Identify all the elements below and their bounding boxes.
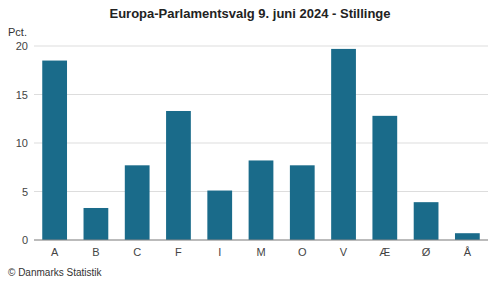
bar	[249, 160, 274, 240]
bar	[125, 165, 150, 240]
grid-line	[34, 94, 488, 95]
x-tick-label: F	[175, 246, 182, 258]
footer: © Danmarks Statistik	[8, 267, 103, 278]
grid-line	[34, 46, 488, 47]
y-tick-label: 20	[16, 40, 28, 52]
x-tick-label: C	[133, 246, 141, 258]
x-tick-label: Æ	[379, 246, 390, 258]
bar	[207, 191, 232, 240]
grid-line	[34, 240, 488, 241]
bar	[455, 233, 480, 240]
y-tick-label: 15	[16, 89, 28, 101]
x-tick-label: A	[51, 246, 59, 258]
bars	[42, 49, 479, 240]
grid	[34, 46, 488, 240]
y-tick-label: 10	[16, 137, 28, 149]
x-tick-label: M	[256, 246, 265, 258]
bar	[331, 49, 356, 240]
y-tick-label: 5	[22, 186, 28, 198]
bar	[166, 111, 191, 240]
chart-container: Europa-Parlamentsvalg 9. juni 2024 - Sti…	[0, 0, 500, 282]
bar	[84, 208, 109, 240]
y-axis-label: Pct.	[8, 26, 27, 38]
x-axis-line	[34, 240, 488, 241]
x-tick-label: V	[340, 246, 348, 258]
grid-line	[34, 143, 488, 144]
x-tick-label: O	[298, 246, 307, 258]
bar	[290, 165, 315, 240]
x-tick-label: Å	[464, 246, 472, 258]
x-tick-label: I	[218, 246, 221, 258]
chart: Europa-Parlamentsvalg 9. juni 2024 - Sti…	[0, 0, 500, 282]
bar	[372, 116, 397, 240]
y-tick-label: 0	[22, 234, 28, 246]
x-tick-label: B	[92, 246, 99, 258]
bar	[414, 202, 439, 240]
x-tick-label: Ø	[422, 246, 431, 258]
title: Europa-Parlamentsvalg 9. juni 2024 - Sti…	[109, 6, 390, 21]
bar	[42, 61, 67, 240]
